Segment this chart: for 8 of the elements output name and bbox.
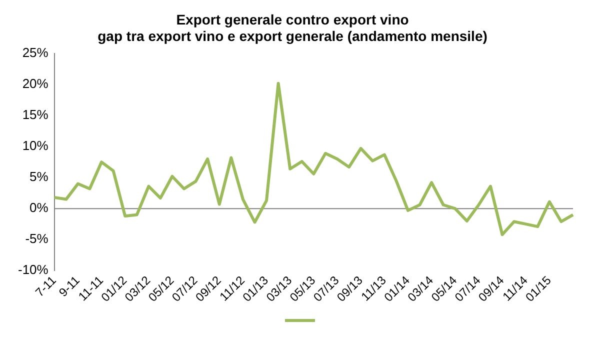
- chart-title: Export generale contro export vino gap tra export vino e export generale (andamento mensile): [98, 11, 488, 44]
- y-tick-label: 5%: [30, 169, 49, 184]
- y-tick-label: 10%: [22, 138, 49, 154]
- y-tick-label: 15%: [22, 107, 49, 122]
- y-tick-label: -5%: [25, 231, 49, 246]
- y-tick-label: 25%: [22, 45, 49, 60]
- y-tick-label: 0%: [30, 200, 49, 216]
- y-tick-label: 20%: [22, 76, 49, 92]
